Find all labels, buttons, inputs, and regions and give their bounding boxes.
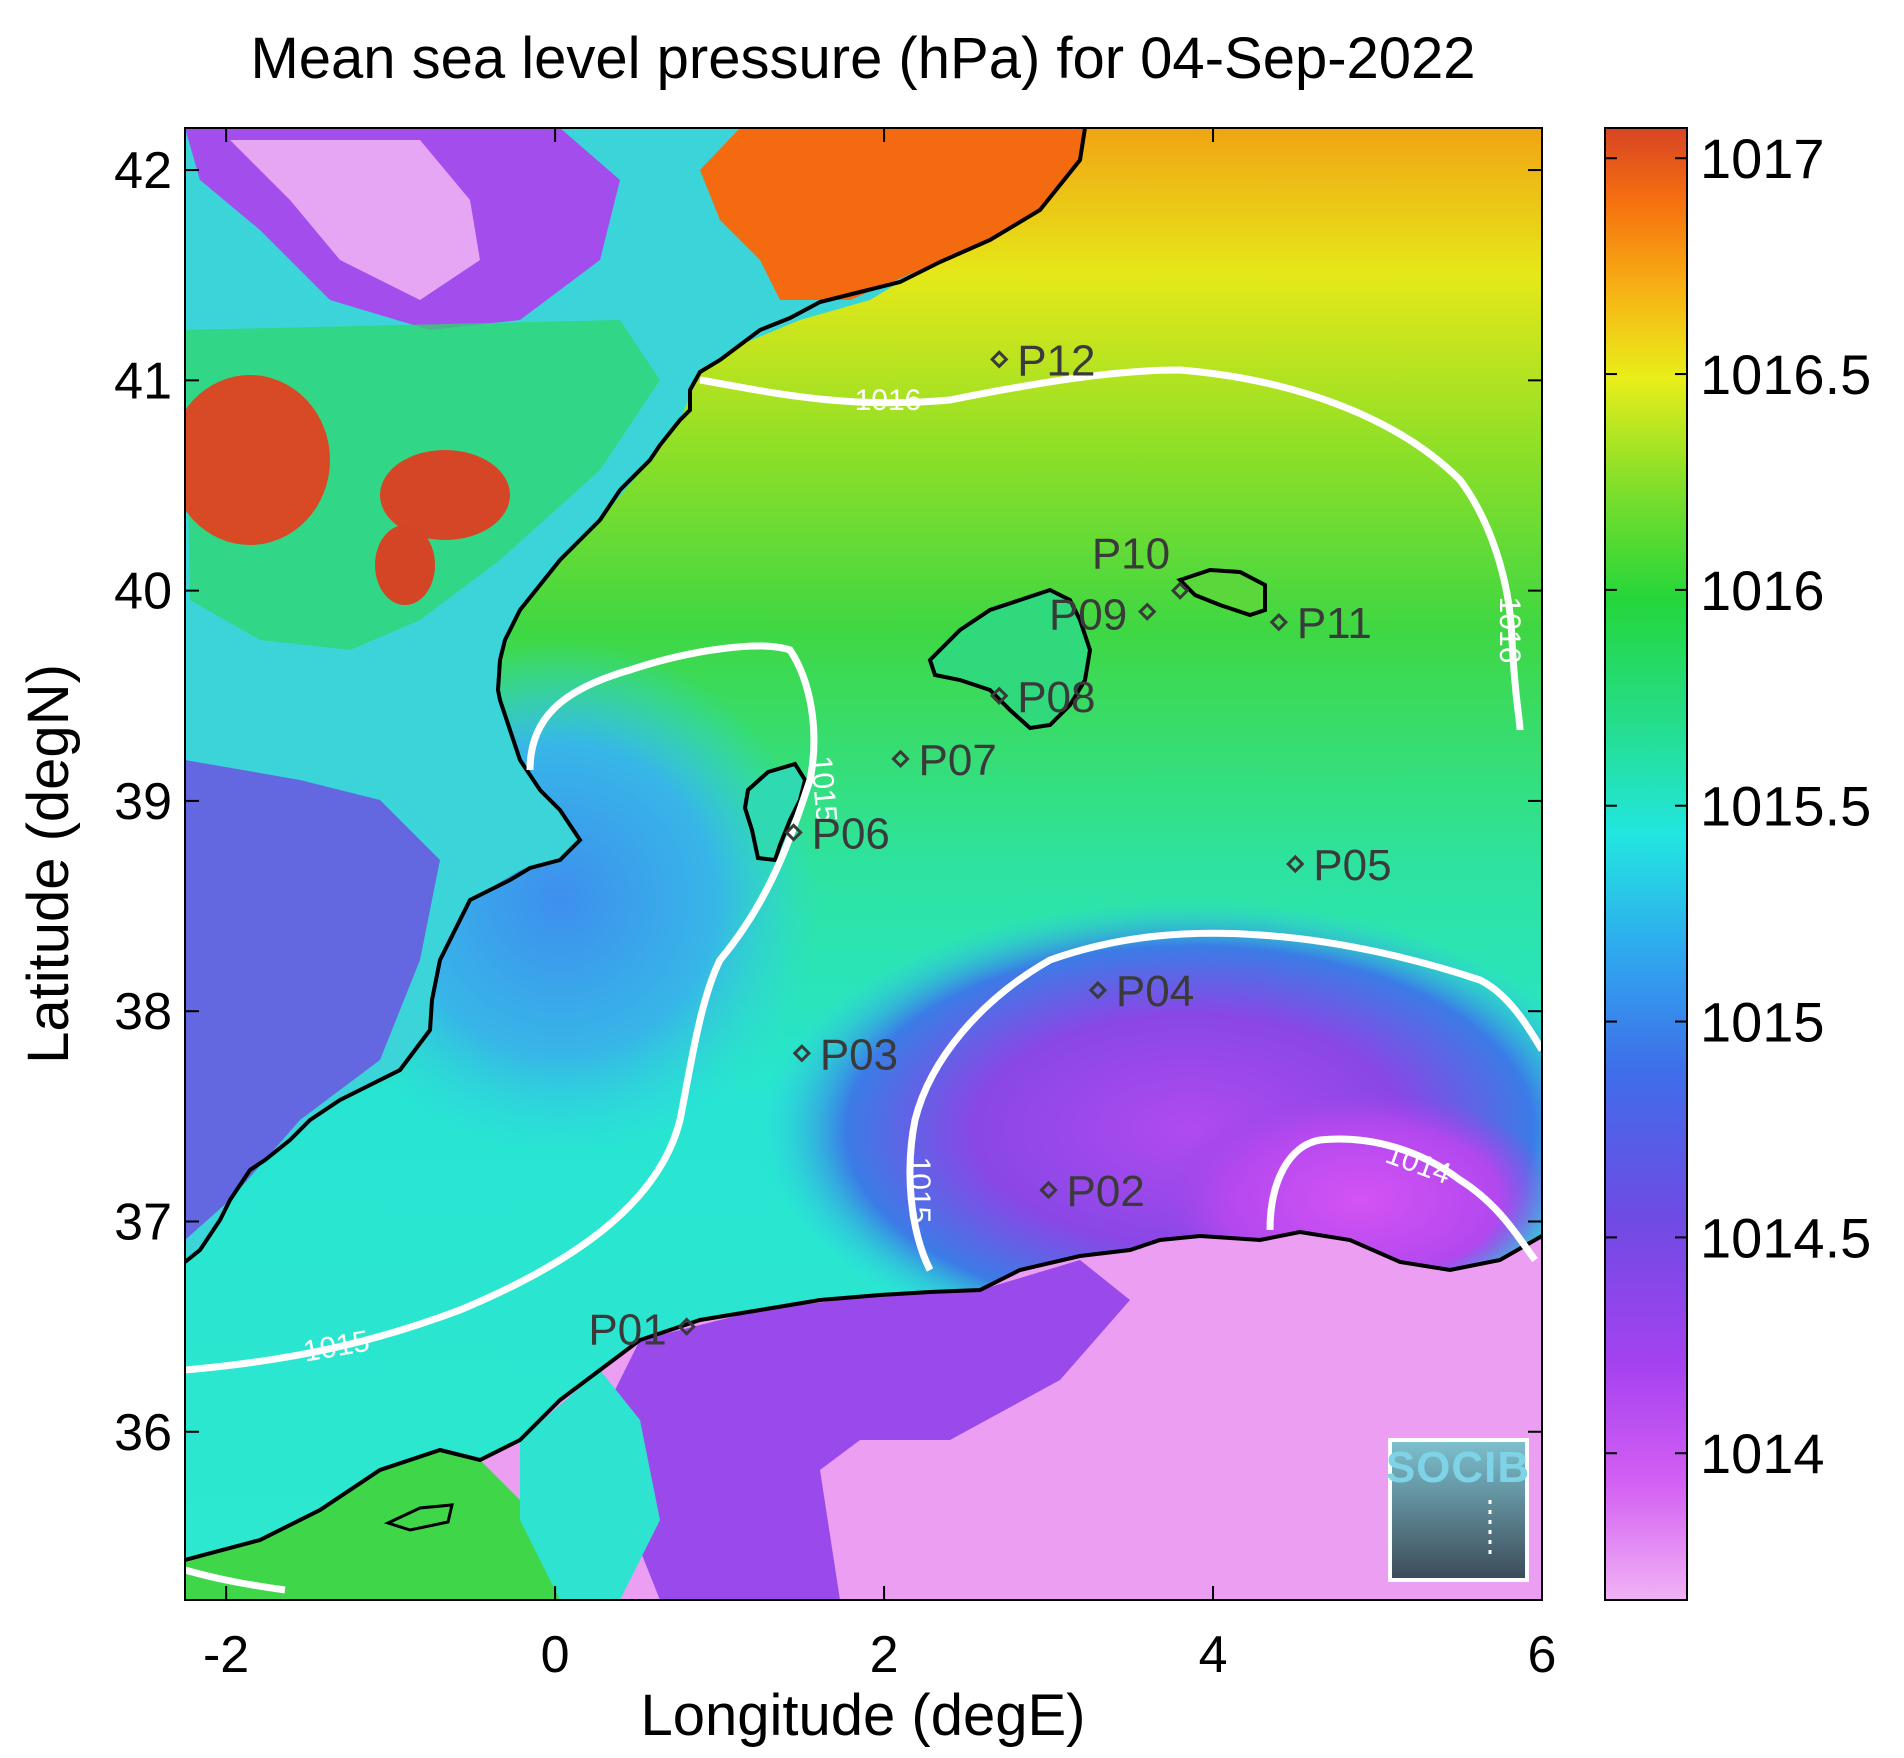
station-label: P01: [588, 1306, 666, 1355]
x-tick-label: 4: [1199, 1626, 1228, 1684]
socib-logo-text: SOCIB: [1386, 1443, 1530, 1492]
chart-title: Mean sea level pressure (hPa) for 04-Sep…: [250, 26, 1475, 91]
contour-1016: [699, 366, 1524, 731]
station-label: P09: [1049, 591, 1127, 640]
station-marker: [784, 823, 803, 842]
contour-1014: [1266, 1135, 1538, 1263]
colorbar: [1604, 127, 1688, 1601]
contour-label-1016-east: 1016: [1493, 597, 1526, 664]
y-axis: 42 41 40 39 38 37 36: [114, 142, 1542, 1462]
station-label: P08: [1017, 673, 1095, 722]
colorbar-tick-label: 1014: [1700, 1422, 1825, 1485]
y-tick-label: 40: [114, 563, 172, 621]
land-africa-purple: [600, 1260, 1130, 1600]
island-menorca: [1176, 567, 1267, 618]
y-tick-label: 42: [114, 142, 172, 200]
socib-logo: SOCIB: [1386, 1438, 1530, 1582]
station-label: P10: [1092, 530, 1170, 579]
stations-layer: P01 P02 P03 P04 P05 P06 P07 P08 P09 P10 P11 P12: [588, 336, 1391, 1354]
map-panel: 1016 1016 1015 1015 1015 1014 P01P02P03P…: [185, 128, 1542, 1600]
land-iberia-low: [185, 760, 440, 1240]
station-marker: [1286, 854, 1305, 874]
contour-label-1016-north: 1016: [855, 384, 922, 417]
y-tick-label: 39: [114, 773, 172, 831]
island-alboran: [383, 1503, 454, 1532]
y-tick-label: 41: [114, 352, 172, 410]
station-label: P06: [812, 809, 890, 858]
y-tick-label: 37: [114, 1193, 172, 1251]
x-tick-label: 2: [870, 1626, 899, 1684]
colorbar-tick-label: 1015: [1700, 991, 1825, 1054]
station-marker: [990, 686, 1009, 705]
land-africa-green-west: [185, 1450, 580, 1600]
land-iberia-pink-north: [230, 140, 480, 300]
contour-1015-east: [906, 929, 1542, 1272]
colorbar-tick-label: 1016: [1700, 559, 1825, 622]
contour-1015-sw: [185, 1566, 286, 1594]
x-axis-label: Longitude (degE): [641, 1683, 1086, 1748]
station-marker: [792, 1044, 812, 1063]
contour-label-1015-ibiza: 1015: [804, 754, 843, 823]
map-frame: [184, 127, 1543, 1601]
colorbar-tick-label: 1017: [1700, 127, 1825, 190]
station-label: P03: [820, 1030, 898, 1079]
station-marker: [1138, 602, 1157, 621]
high-pressure-land-2: [380, 450, 510, 540]
y-tick-label: 36: [114, 1404, 172, 1462]
station-marker: [1039, 1180, 1058, 1200]
colorbar-tick-label: 1014.5: [1700, 1206, 1871, 1269]
station-marker: [891, 749, 910, 769]
island-mallorca: [927, 587, 1093, 731]
colorbar-ticks: 1017 1016.5 1016 1015.5 1015 1014.5 1014: [1605, 127, 1871, 1485]
land-africa-cyan: [520, 1370, 660, 1600]
contour-1015-west: [185, 642, 818, 1374]
colorbar-tick-label: 1016.5: [1700, 343, 1871, 406]
high-pressure-land-1: [185, 375, 330, 545]
land-catalonia-warm: [700, 128, 1085, 300]
x-tick-label: 0: [541, 1626, 570, 1684]
y-tick-label: 38: [114, 983, 172, 1041]
station-label: P12: [1017, 336, 1095, 385]
y-axis-label: Latitude (degN): [16, 664, 81, 1064]
colorbar-tick-label: 1015.5: [1700, 775, 1871, 838]
coastline-iberia: [185, 128, 1087, 1264]
x-tick-label: -2: [203, 1626, 249, 1684]
station-label: P02: [1067, 1167, 1145, 1216]
coastline-africa: [185, 1229, 1542, 1562]
station-label: P04: [1116, 967, 1194, 1016]
station-label: P11: [1297, 599, 1372, 648]
station-marker: [990, 350, 1009, 369]
station-marker: [1170, 581, 1190, 600]
x-tick-label: 6: [1528, 1626, 1557, 1684]
station-label: P05: [1313, 841, 1391, 890]
station-marker: [1088, 980, 1108, 1000]
high-pressure-land-3: [375, 525, 435, 605]
station-label: P07: [919, 736, 997, 785]
x-axis: -2 0 2 4 6: [203, 128, 1556, 1684]
station-marker: [677, 1317, 696, 1336]
station-marker: [1269, 612, 1289, 632]
contour-label-1015-east: 1015: [903, 1157, 936, 1224]
